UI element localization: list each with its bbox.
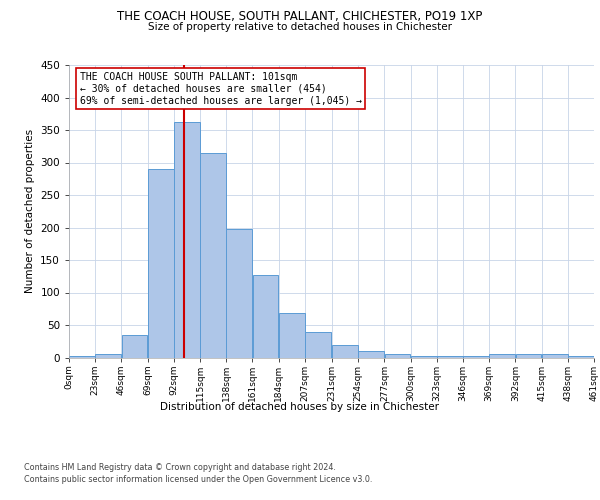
Bar [490, 354, 515, 358]
Bar [305, 332, 331, 357]
Text: Contains public sector information licensed under the Open Government Licence v3: Contains public sector information licen… [24, 475, 373, 484]
Bar [515, 354, 541, 358]
Text: Size of property relative to detached houses in Chichester: Size of property relative to detached ho… [148, 22, 452, 32]
Bar [279, 314, 305, 358]
Text: Distribution of detached houses by size in Chichester: Distribution of detached houses by size … [161, 402, 439, 412]
Bar [95, 354, 121, 358]
Bar [69, 356, 95, 358]
Bar [122, 335, 148, 357]
Bar [174, 122, 200, 358]
Y-axis label: Number of detached properties: Number of detached properties [25, 129, 35, 294]
Bar [253, 275, 278, 357]
Bar [226, 230, 252, 358]
Text: Contains HM Land Registry data © Crown copyright and database right 2024.: Contains HM Land Registry data © Crown c… [24, 462, 336, 471]
Bar [358, 351, 384, 358]
Bar [437, 356, 463, 358]
Bar [385, 354, 410, 358]
Bar [332, 344, 358, 358]
Text: THE COACH HOUSE SOUTH PALLANT: 101sqm
← 30% of detached houses are smaller (454): THE COACH HOUSE SOUTH PALLANT: 101sqm ← … [79, 72, 361, 106]
Bar [463, 356, 489, 358]
Bar [148, 169, 173, 358]
Text: THE COACH HOUSE, SOUTH PALLANT, CHICHESTER, PO19 1XP: THE COACH HOUSE, SOUTH PALLANT, CHICHEST… [118, 10, 482, 23]
Bar [542, 354, 568, 358]
Bar [200, 153, 226, 358]
Bar [568, 356, 594, 358]
Bar [411, 356, 437, 358]
